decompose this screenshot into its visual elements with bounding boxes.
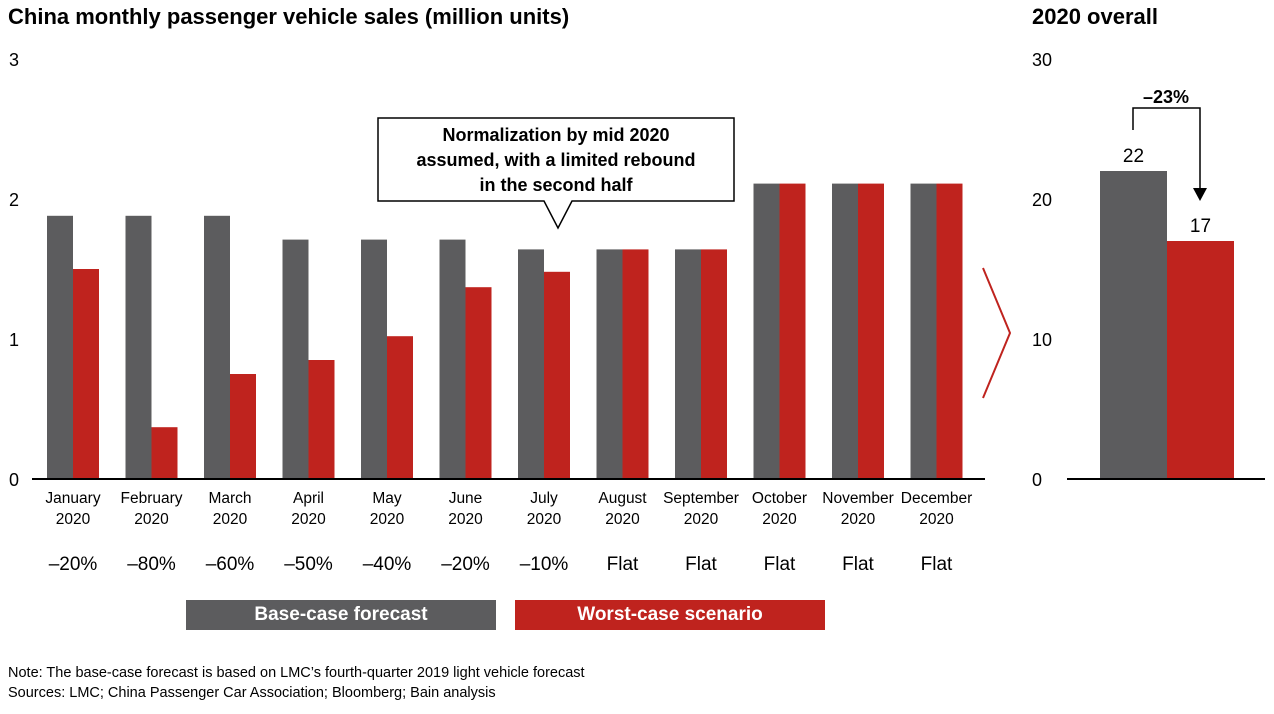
change-label: –60% (206, 554, 255, 575)
callout: Normalization by mid 2020 assumed, with … (377, 117, 735, 230)
x-tick-year: 2020 (448, 511, 483, 528)
y-tick-label-overall: 0 (1032, 470, 1042, 490)
bar-worst-case (936, 183, 963, 479)
arrow-down-icon (1193, 188, 1207, 201)
x-tick-month: August (598, 490, 647, 507)
legend-worst-label: Worst-case scenario (577, 604, 763, 625)
x-tick-month: June (449, 490, 483, 507)
change-label: –50% (284, 554, 333, 575)
bar-base-case (282, 239, 309, 479)
change-annotation: –23% (1132, 87, 1207, 201)
bar-base-case (910, 183, 937, 479)
note-text: Note: The base-case forecast is based on… (8, 665, 585, 681)
callout-line-2: assumed, with a limited rebound (416, 150, 695, 170)
change-label: –20% (441, 554, 490, 575)
change-label: Flat (921, 554, 953, 575)
change-label: –20% (49, 554, 98, 575)
bar-base-case (439, 239, 466, 479)
bar-worst-case (465, 287, 492, 479)
x-tick-month: July (530, 490, 558, 507)
y-tick-label: 0 (9, 470, 19, 490)
x-tick-month: February (120, 490, 182, 507)
x-tick-year: 2020 (370, 511, 405, 528)
x-tick-month: May (372, 490, 402, 507)
x-tick-month: January (45, 490, 100, 507)
x-tick-year: 2020 (919, 511, 954, 528)
legend-worst-case: Worst-case scenario (515, 600, 825, 630)
bar-worst-case (230, 374, 256, 479)
bar-base-case (518, 249, 544, 479)
bar-worst-case (779, 183, 806, 479)
x-tick-year: 2020 (684, 511, 719, 528)
bar-base-case (361, 239, 387, 479)
x-tick-year: 2020 (56, 511, 91, 528)
callout-line-1: Normalization by mid 2020 (442, 125, 669, 145)
change-label: –40% (363, 554, 412, 575)
y-tick-label: 2 (9, 190, 19, 210)
bar-worst-case (701, 249, 727, 479)
bar-base-case (596, 249, 623, 479)
y-tick-label: 3 (9, 50, 19, 70)
x-tick-month: April (293, 490, 324, 507)
chart-title: China monthly passenger vehicle sales (m… (8, 4, 570, 29)
x-tick-month: November (822, 490, 894, 507)
overall-value-label: 22 (1123, 146, 1144, 167)
x-tick-year: 2020 (291, 511, 326, 528)
x-tick-year: 2020 (527, 511, 562, 528)
bar-worst-case (308, 360, 335, 479)
x-tick-year: 2020 (605, 511, 640, 528)
bar-worst-case (544, 271, 570, 479)
change-label: Flat (842, 554, 874, 575)
bar-base-case (675, 249, 701, 479)
chevron-divider-icon (982, 267, 1012, 399)
x-tick-year: 2020 (213, 511, 248, 528)
bar-base-case (47, 215, 73, 480)
x-tick-month: October (752, 490, 807, 507)
change-label: Flat (764, 554, 796, 575)
bar-base-case (832, 183, 858, 479)
y-tick-label: 1 (9, 330, 19, 350)
overall-value-label: 17 (1190, 216, 1211, 237)
bar-worst-case (387, 336, 413, 479)
x-tick-month: September (663, 490, 739, 507)
x-tick-year: 2020 (134, 511, 169, 528)
sales-chart: 0 1 2 3 January 2020 February 2020 March 2020 Apr… (9, 50, 1265, 575)
x-tick-year: 2020 (841, 511, 876, 528)
bar-overall-base-case (1100, 171, 1167, 479)
bar-base-case (204, 215, 230, 480)
change-label: –80% (127, 554, 176, 575)
legend-base-label: Base-case forecast (254, 604, 428, 625)
legend-base-case: Base-case forecast (186, 600, 496, 630)
y-tick-label-overall: 10 (1032, 330, 1052, 350)
side-chart-title: 2020 overall (1032, 4, 1158, 29)
x-tick-month: March (208, 490, 251, 507)
overall-change-label: –23% (1143, 87, 1189, 107)
x-tick-month: December (901, 490, 973, 507)
bar-worst-case (73, 269, 99, 479)
change-label: Flat (685, 554, 717, 575)
bar-worst-case (622, 249, 649, 479)
bar-overall-worst-case (1167, 241, 1234, 479)
x-tick-year: 2020 (762, 511, 797, 528)
sources-text: Sources: LMC; China Passenger Car Associ… (8, 685, 496, 701)
bar-worst-case (151, 427, 178, 479)
y-tick-label-overall: 20 (1032, 190, 1052, 210)
y-tick-label-overall: 30 (1032, 50, 1052, 70)
callout-box (377, 117, 735, 230)
bar-base-case (753, 183, 780, 479)
change-bracket (1132, 107, 1201, 188)
bar-base-case (125, 215, 152, 480)
bar-worst-case (858, 183, 884, 479)
change-label: Flat (607, 554, 639, 575)
change-label: –10% (520, 554, 569, 575)
callout-line-3: in the second half (479, 175, 633, 195)
